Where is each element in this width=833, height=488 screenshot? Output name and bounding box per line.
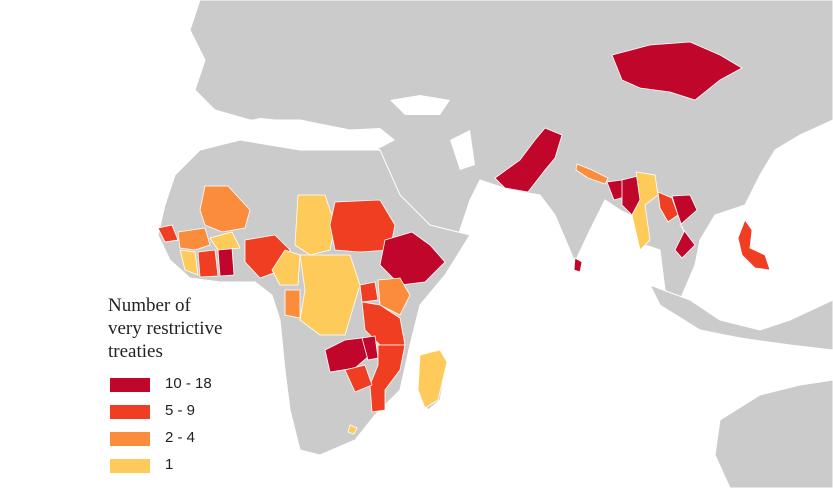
country	[573, 257, 583, 273]
legend-label: 10 - 18	[165, 375, 212, 392]
country	[179, 249, 199, 276]
legend-swatch	[110, 459, 150, 473]
country	[359, 281, 379, 303]
country	[157, 224, 179, 243]
country	[217, 247, 235, 277]
country	[199, 185, 251, 233]
legend-label: 2 - 4	[165, 429, 195, 446]
sea	[215, 118, 395, 148]
legend-title: treaties	[108, 341, 163, 362]
legend: Number of very restrictive treaties 10 -…	[108, 295, 222, 473]
country	[494, 127, 563, 193]
country	[329, 199, 396, 253]
legend-title: very restrictive	[108, 318, 222, 339]
country	[209, 231, 241, 251]
legend-label: 5 - 9	[165, 402, 195, 419]
country	[575, 163, 609, 185]
country	[369, 344, 406, 413]
country	[611, 41, 743, 101]
country	[197, 249, 219, 278]
legend-swatch	[110, 405, 150, 419]
country	[379, 231, 446, 286]
country	[344, 364, 373, 393]
sea	[390, 95, 450, 115]
country	[299, 254, 361, 336]
legend-title: Number of	[108, 295, 192, 316]
country	[294, 194, 336, 256]
country	[271, 249, 301, 286]
land	[714, 379, 833, 488]
country	[631, 171, 659, 251]
country	[671, 194, 698, 259]
legend-swatch	[110, 378, 150, 392]
country	[417, 349, 448, 409]
country	[347, 424, 358, 435]
sea	[450, 130, 475, 170]
country	[177, 227, 211, 251]
countries	[157, 41, 771, 435]
country	[737, 219, 771, 271]
land	[648, 284, 833, 351]
legend-label: 1	[165, 456, 173, 473]
country	[284, 289, 301, 319]
country	[657, 191, 679, 223]
country	[377, 277, 411, 316]
legend-swatch	[110, 432, 150, 446]
